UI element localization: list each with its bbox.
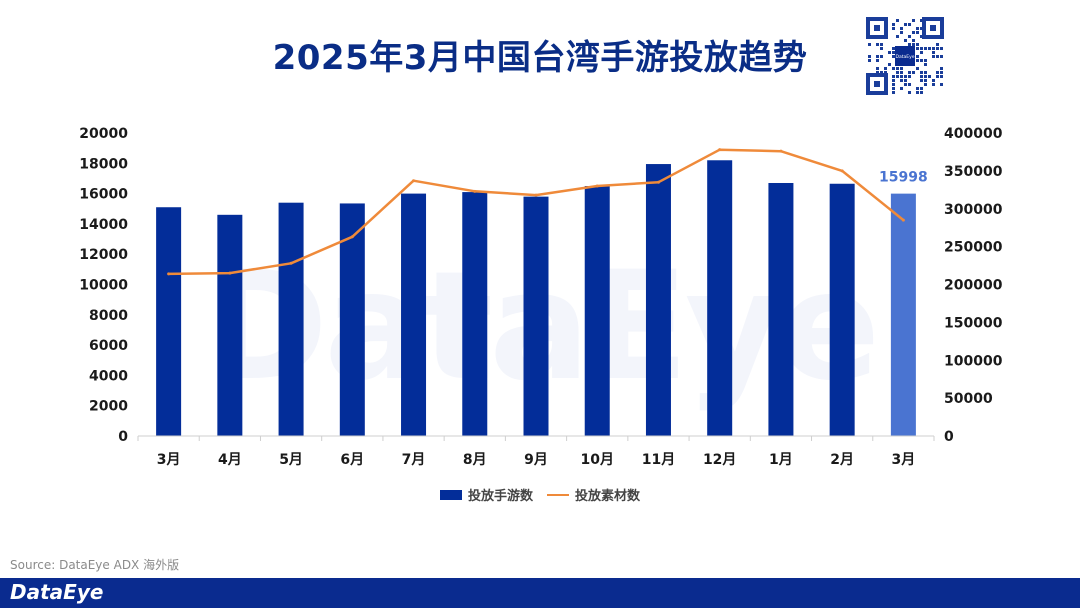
line-point	[840, 169, 844, 173]
bar	[829, 183, 855, 436]
bar	[156, 207, 182, 436]
y-right-tick-label: 150000	[944, 315, 1003, 331]
bar	[645, 164, 671, 436]
y-right-tick-label: 400000	[944, 126, 1003, 142]
x-tick-label: 11月	[642, 452, 675, 468]
page-title: 2025年3月中国台湾手游投放趋势	[272, 38, 808, 78]
legend-item-bar: 投放手游数	[439, 485, 533, 504]
y-right-tick-label: 0	[944, 429, 954, 445]
bar	[339, 203, 365, 436]
legend-item-line: 投放素材数	[547, 485, 640, 504]
line-point	[228, 271, 232, 275]
y-left-tick-label: 0	[118, 429, 128, 445]
line-point	[350, 235, 354, 239]
y-right-tick-label: 250000	[944, 240, 1003, 256]
x-tick-label: 3月	[157, 452, 181, 468]
bar	[768, 182, 794, 436]
qr-center-label: DataEye	[895, 54, 914, 60]
y-left-tick-label: 6000	[89, 338, 128, 354]
line-point	[412, 179, 416, 183]
y-right-tick-label: 200000	[944, 278, 1003, 294]
line-point	[595, 184, 599, 188]
qr-code-icon[interactable]: DataEye	[866, 17, 944, 95]
x-tick-label: 1月	[769, 452, 793, 468]
y-left-tick-label: 16000	[79, 187, 128, 203]
y-left-tick-label: 20000	[79, 126, 128, 142]
x-tick-label: 10月	[580, 452, 613, 468]
footer-bar: DataEye	[0, 578, 1080, 608]
line-point	[534, 193, 538, 197]
x-tick-label: 5月	[279, 452, 303, 468]
line-point	[167, 272, 171, 276]
line-point	[779, 149, 783, 153]
x-tick-label: 9月	[524, 452, 548, 468]
y-left-tick-label: 8000	[89, 308, 128, 324]
bar	[584, 186, 610, 436]
y-left-tick-label: 10000	[79, 278, 128, 294]
x-tick-label: 12月	[703, 452, 736, 468]
y-right-tick-label: 100000	[944, 353, 1003, 369]
bar	[890, 193, 916, 436]
legend-bar-swatch	[439, 489, 462, 500]
y-right-tick-label: 350000	[944, 164, 1003, 180]
bar	[278, 202, 304, 436]
x-tick-label: 6月	[340, 452, 364, 468]
x-tick-label: 4月	[218, 452, 242, 468]
line-point	[718, 148, 722, 152]
y-left-tick-label: 12000	[79, 247, 128, 263]
footer-logo: DataEye	[10, 580, 104, 604]
line-point	[656, 180, 660, 184]
legend-bar-label: 投放手游数	[467, 489, 533, 504]
source-note: Source: DataEye ADX 海外版	[10, 558, 180, 572]
line-point	[289, 261, 293, 265]
x-tick-label: 3月	[892, 452, 916, 468]
bar	[707, 160, 733, 436]
bar	[217, 214, 243, 436]
y-left-tick-label: 18000	[79, 156, 128, 172]
x-tick-label: 7月	[402, 452, 426, 468]
data-label: 15998	[879, 170, 928, 186]
bar	[523, 196, 549, 436]
bar	[462, 192, 488, 436]
legend-line-swatch	[547, 493, 569, 496]
chart-legend: 投放手游数 投放素材数	[0, 485, 1080, 504]
y-left-tick-label: 4000	[89, 368, 128, 384]
y-left-tick-label: 14000	[79, 217, 128, 233]
x-tick-label: 2月	[830, 452, 854, 468]
bar	[401, 193, 427, 436]
x-tick-label: 8月	[463, 452, 487, 468]
line-point	[473, 189, 477, 193]
legend-line-label: 投放素材数	[575, 489, 641, 504]
combo-chart: 0 2000 4000 6000 8000 10000 12000 14000 16000 180…	[79, 126, 1003, 468]
y-right-tick-label: 50000	[944, 391, 993, 407]
y-left-tick-label: 2000	[89, 399, 128, 415]
line-point	[901, 218, 905, 222]
y-right-tick-label: 300000	[944, 202, 1003, 218]
